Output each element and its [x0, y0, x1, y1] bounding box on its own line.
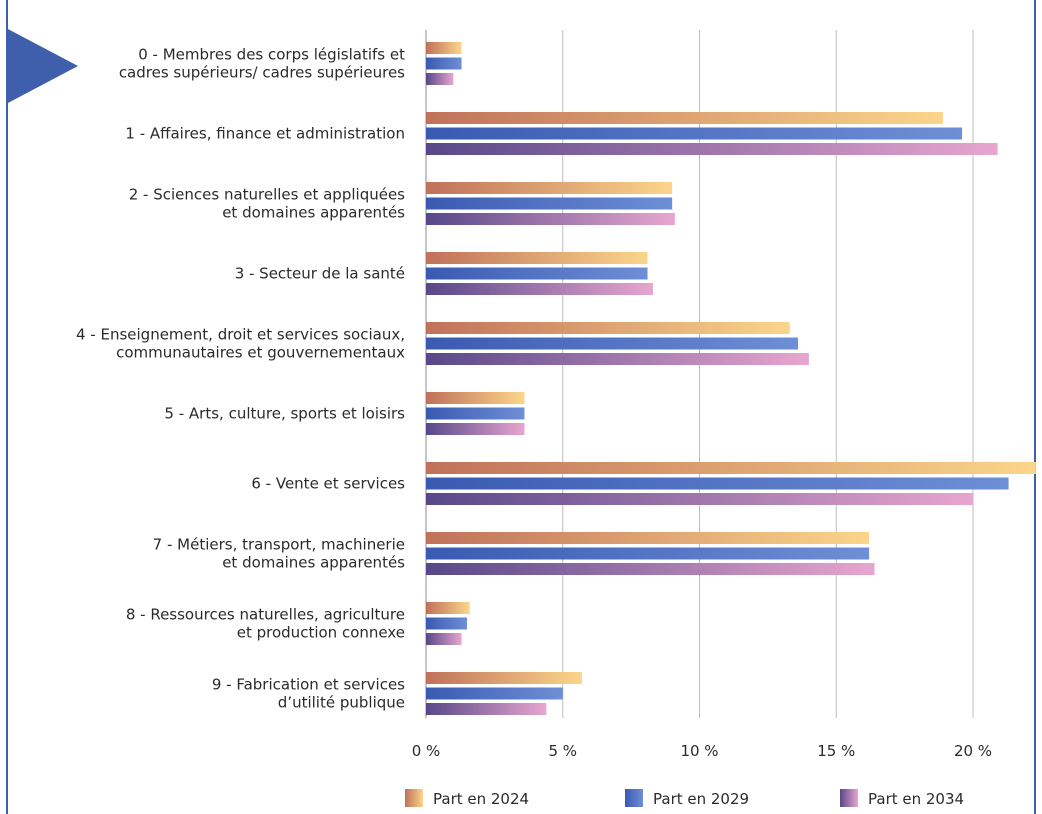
legend-swatch-3 — [840, 789, 858, 807]
category-label-2: 2 - Sciences naturelles et appliquées et … — [129, 186, 405, 222]
bar-1-8 — [426, 602, 470, 614]
bar-3-1 — [426, 143, 998, 155]
x-tick-label-10: 10 % — [680, 742, 718, 760]
bar-2-2 — [426, 197, 673, 210]
bar-2-1 — [426, 127, 963, 140]
legend: Part en 2024 Part en 2029 Part en 2034 — [405, 789, 964, 808]
category-labels: 0 - Membres des corps législatifs et cadr… — [76, 46, 405, 712]
legend-label-1: Part en 2024 — [433, 790, 529, 808]
bar-3-0 — [426, 73, 454, 85]
bar-2-9 — [426, 687, 563, 700]
bar-3-3 — [426, 283, 654, 295]
bar-1-3 — [426, 252, 648, 264]
bar-2-7 — [426, 547, 870, 560]
bars — [426, 42, 1036, 715]
chart-frame — [6, 0, 1036, 814]
bar-3-7 — [426, 563, 875, 575]
bar-2-4 — [426, 337, 798, 350]
bar-1-9 — [426, 672, 582, 684]
category-label-0: 0 - Membres des corps législatifs et cadr… — [119, 46, 405, 82]
x-tick-labels: 0 % 5 % 10 % 15 % 20 % — [412, 742, 992, 760]
legend-label-3: Part en 2034 — [868, 790, 964, 808]
bar-2-8 — [426, 617, 468, 630]
legend-swatch-2 — [625, 789, 643, 807]
bar-3-8 — [426, 633, 462, 645]
x-tick-label-5: 5 % — [548, 742, 577, 760]
bar-3-6 — [426, 493, 973, 505]
x-tick-label-15: 15 % — [817, 742, 855, 760]
bar-2-0 — [426, 57, 462, 70]
bar-2-5 — [426, 407, 525, 420]
bar-2-3 — [426, 267, 648, 280]
bar-1-2 — [426, 182, 673, 194]
bar-1-4 — [426, 322, 790, 334]
bar-1-0 — [426, 42, 462, 54]
bar-3-9 — [426, 703, 547, 715]
category-label-9: 9 - Fabrication et services d’utilité pub… — [212, 676, 405, 712]
bar-2-6 — [426, 477, 1009, 490]
bar-1-1 — [426, 112, 943, 124]
corner-arrow-decoration — [6, 28, 78, 104]
category-label-5: 5 - Arts, culture, sports et loisirs — [164, 405, 405, 423]
category-label-6: 6 - Vente et services — [251, 475, 405, 493]
bar-3-2 — [426, 213, 675, 225]
legend-swatch-1 — [405, 789, 423, 807]
category-label-3: 3 - Secteur de la santé — [235, 265, 405, 283]
category-label-7: 7 - Métiers, transport, machinerie et dom… — [153, 536, 406, 572]
bar-3-5 — [426, 423, 525, 435]
legend-label-2: Part en 2029 — [653, 790, 749, 808]
bar-3-4 — [426, 353, 809, 365]
bar-1-6 — [426, 462, 1036, 474]
category-label-4: 4 - Enseignement, droit et services soci… — [76, 326, 405, 362]
category-label-8: 8 - Ressources naturelles, agriculture et… — [126, 606, 405, 642]
category-label-1: 1 - Affaires, finance et administration — [125, 125, 405, 143]
bar-1-5 — [426, 392, 525, 404]
x-tick-label-20: 20 % — [954, 742, 992, 760]
bar-1-7 — [426, 532, 870, 544]
x-tick-label-0: 0 % — [412, 742, 441, 760]
